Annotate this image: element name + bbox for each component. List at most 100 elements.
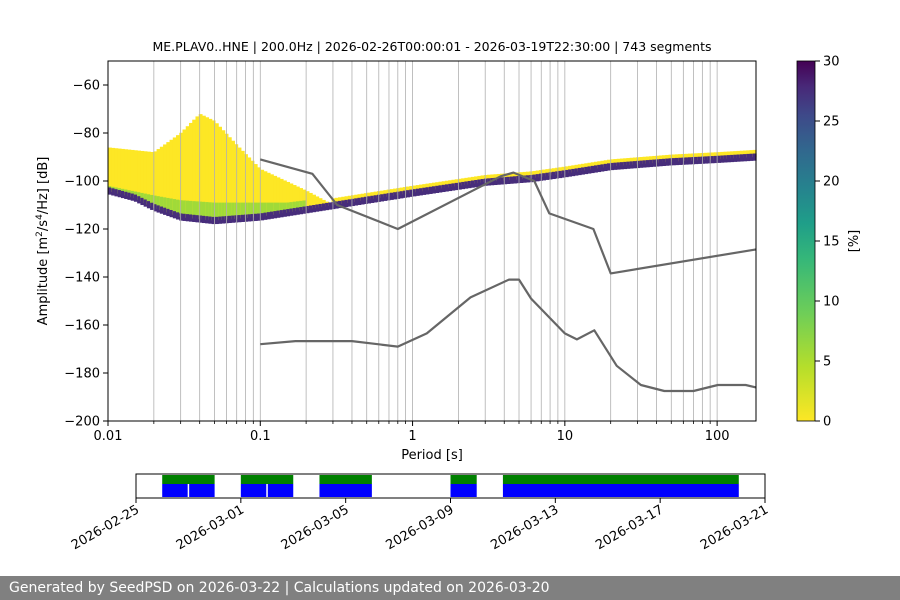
density-cell	[295, 207, 300, 215]
density-cell	[399, 191, 404, 199]
density-cell	[752, 153, 757, 161]
timeline-date-ticks: 2026-02-25 2026-03-01 2026-03-05 2026-03-09…	[69, 498, 771, 553]
density-cell	[176, 199, 180, 216]
density-cell	[668, 158, 673, 166]
density-cell	[577, 167, 582, 176]
density-cell	[652, 159, 657, 167]
density-cell	[402, 187, 407, 195]
density-cell	[396, 191, 401, 199]
density-cell	[108, 187, 112, 195]
density-cell	[247, 214, 252, 222]
density-cell	[208, 202, 213, 221]
density-cell	[237, 202, 242, 219]
y-axis-label-exp1: 2	[35, 231, 45, 237]
density-cell	[185, 200, 190, 218]
colorbar-tick-label: 30	[823, 55, 840, 70]
density-cell	[675, 157, 679, 166]
density-cell	[169, 198, 174, 214]
density-cell	[415, 188, 420, 196]
density-cell	[266, 172, 271, 216]
density-cell	[273, 211, 278, 219]
footer-text: Generated by SeedPSD on 2026-03-22 | Cal…	[9, 580, 550, 596]
density-cell	[286, 181, 291, 213]
density-cell	[156, 205, 161, 213]
density-cell	[289, 183, 294, 213]
density-cell	[548, 168, 553, 176]
density-cell	[743, 154, 747, 162]
density-cell	[218, 202, 222, 221]
density-cell	[619, 162, 624, 170]
density-cell	[636, 160, 640, 169]
density-cell	[153, 204, 158, 212]
density-cell	[276, 202, 281, 215]
density-cell	[606, 163, 611, 171]
density-cell	[137, 150, 141, 200]
density-cell	[328, 202, 333, 210]
density-cell	[629, 161, 634, 169]
density-cell	[192, 214, 197, 223]
availability-segment-upper	[240, 475, 294, 484]
density-cell	[133, 150, 138, 199]
density-cell	[205, 202, 210, 220]
density-cell	[402, 190, 407, 198]
colorbar-tick-label: 25	[823, 115, 840, 130]
density-cell	[548, 172, 553, 180]
date-tick-label: 2026-03-13	[488, 502, 561, 553]
density-cell	[166, 197, 171, 213]
density-cell	[166, 208, 171, 217]
plot-frame	[107, 60, 757, 422]
density-cell	[250, 202, 255, 218]
density-cell	[542, 169, 546, 177]
density-cell	[143, 199, 148, 207]
density-cell	[240, 150, 245, 219]
density-cell	[658, 159, 663, 167]
density-cell	[179, 213, 184, 221]
density-cell	[163, 197, 167, 212]
density-cell	[739, 150, 744, 158]
availability-timeline: 2026-02-25 2026-03-01 2026-03-05 2026-03-09…	[69, 473, 771, 553]
density-cell	[451, 183, 456, 191]
y-tick-label: −120	[64, 223, 100, 238]
density-cell	[662, 158, 666, 167]
density-cell	[270, 174, 274, 216]
density-cell	[571, 165, 576, 173]
density-cell	[192, 201, 197, 219]
density-cell	[182, 213, 187, 221]
y-tick-label: −100	[64, 175, 100, 190]
density-cell	[600, 164, 605, 172]
density-cell	[470, 180, 475, 188]
density-cell	[153, 195, 158, 208]
density-cell	[299, 200, 303, 211]
density-cell	[749, 150, 754, 158]
density-cell	[260, 169, 265, 217]
density-cell	[315, 204, 320, 212]
density-cell	[694, 156, 699, 165]
density-cell	[645, 160, 650, 168]
density-cell	[244, 202, 248, 219]
x-tick-label: 0.1	[250, 429, 271, 444]
density-cell	[195, 116, 200, 219]
x-tick-label: 0.01	[94, 429, 123, 444]
density-cell	[610, 162, 615, 171]
density-cell	[114, 148, 119, 193]
density-cell	[493, 177, 498, 186]
density-cell	[315, 196, 320, 209]
colorbar-ticks: 0 5 10 15 20 25 30	[815, 55, 840, 430]
density-cell	[380, 190, 384, 198]
density-cell	[127, 149, 132, 197]
density-cell	[114, 189, 119, 197]
density-cell	[500, 177, 504, 185]
density-cell	[474, 180, 478, 188]
density-cell	[383, 193, 388, 201]
density-cell	[299, 207, 303, 215]
density-cell	[594, 161, 598, 169]
density-cell	[253, 164, 258, 218]
density-cell	[192, 119, 197, 219]
y-axis-label-mid: /s	[36, 220, 51, 231]
density-cell	[263, 171, 268, 217]
density-cell	[561, 170, 566, 178]
density-cell	[636, 157, 640, 165]
density-cell	[108, 147, 112, 192]
density-cell	[347, 199, 352, 207]
density-cell	[321, 203, 326, 211]
